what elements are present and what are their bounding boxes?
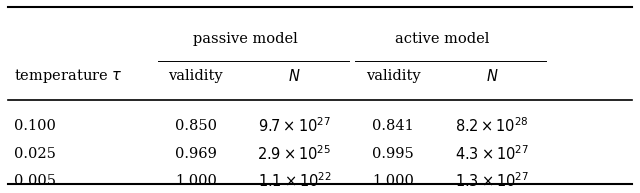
Text: validity: validity: [168, 69, 223, 83]
Text: temperature $\tau$: temperature $\tau$: [14, 67, 123, 85]
Text: $8.2 \times 10^{28}$: $8.2 \times 10^{28}$: [455, 116, 529, 135]
Text: $N$: $N$: [486, 68, 499, 84]
Text: $1.3 \times 10^{27}$: $1.3 \times 10^{27}$: [455, 171, 529, 190]
Text: 0.995: 0.995: [372, 147, 414, 161]
Text: 0.025: 0.025: [14, 147, 56, 161]
Text: 0.850: 0.850: [175, 119, 217, 133]
Text: 1.000: 1.000: [372, 174, 414, 188]
Text: 0.005: 0.005: [14, 174, 56, 188]
Text: active model: active model: [396, 32, 490, 46]
Text: 0.841: 0.841: [372, 119, 414, 133]
Text: validity: validity: [366, 69, 420, 83]
Text: $4.3 \times 10^{27}$: $4.3 \times 10^{27}$: [455, 144, 529, 163]
Text: $1.1 \times 10^{22}$: $1.1 \times 10^{22}$: [257, 171, 332, 190]
Text: 0.969: 0.969: [175, 147, 217, 161]
Text: $N$: $N$: [288, 68, 301, 84]
Text: $9.7 \times 10^{27}$: $9.7 \times 10^{27}$: [258, 116, 331, 135]
Text: passive model: passive model: [193, 32, 298, 46]
Text: 0.100: 0.100: [14, 119, 56, 133]
Text: 1.000: 1.000: [175, 174, 217, 188]
Text: $2.9 \times 10^{25}$: $2.9 \times 10^{25}$: [257, 144, 332, 163]
